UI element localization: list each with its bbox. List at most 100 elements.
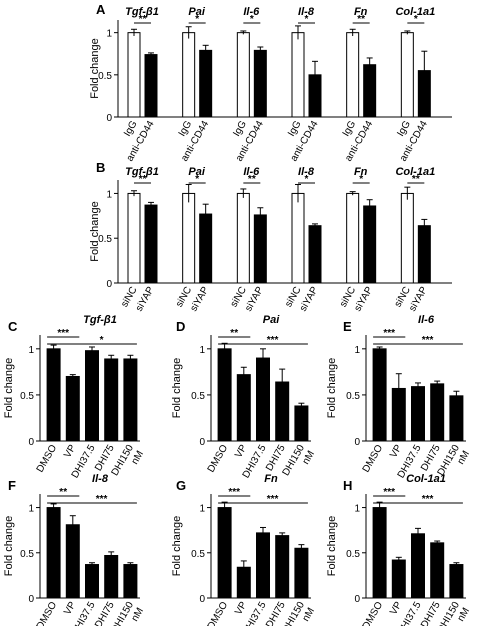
gene-label: Tgf-β1	[125, 166, 159, 178]
gene-label: Il-8	[92, 473, 109, 485]
bar	[449, 564, 464, 599]
x-category-label: siYAP	[134, 285, 157, 314]
bar	[65, 524, 80, 599]
bar	[400, 192, 414, 284]
significance-marker: ***	[383, 328, 395, 339]
bar	[236, 192, 250, 284]
x-category-label: siYAP	[407, 285, 430, 314]
y-tick-label: 0	[28, 594, 34, 605]
gene-label: Fn	[264, 473, 278, 485]
x-category-label: DMSO	[206, 443, 231, 475]
y-tick-label: 1	[354, 345, 360, 356]
bar	[123, 564, 138, 599]
bar	[391, 559, 406, 599]
y-tick-label: 0	[199, 437, 205, 448]
bar	[144, 204, 158, 284]
bar	[363, 64, 377, 118]
gene-label: Fn	[354, 6, 368, 18]
x-category-label: DMSO	[35, 600, 60, 626]
x-category-label: siYAP	[298, 285, 321, 314]
bar	[253, 49, 267, 118]
bar	[199, 213, 213, 284]
panel-letter: A	[96, 2, 106, 17]
y-tick-label: 0.5	[98, 234, 112, 245]
x-category-label: DMSO	[361, 443, 386, 475]
significance-marker: *	[359, 174, 363, 185]
bar	[430, 542, 445, 599]
x-category-label: siYAP	[188, 285, 211, 314]
gene-label: Fn	[354, 166, 368, 178]
x-category-label: VP	[62, 443, 78, 460]
y-tick-label: 0	[354, 437, 360, 448]
significance-marker: ***	[422, 494, 434, 505]
y-tick-label: 0	[28, 437, 34, 448]
panel-letter: B	[96, 160, 105, 175]
x-category-label: DMSO	[206, 600, 231, 626]
x-category-label: VP	[388, 443, 404, 460]
bar	[182, 32, 196, 118]
bar	[104, 554, 119, 599]
x-category-label: VP	[233, 600, 249, 617]
bar	[294, 547, 309, 599]
bar	[449, 395, 464, 442]
significance-marker: *	[305, 14, 309, 25]
bar	[85, 564, 99, 599]
x-category-label: VP	[388, 600, 404, 617]
y-tick-label: 0	[354, 594, 360, 605]
panel-letter: G	[176, 478, 186, 493]
significance-marker: **	[248, 174, 256, 185]
gene-label: Il-8	[298, 6, 315, 18]
x-category-label: VP	[233, 443, 249, 460]
bar	[291, 192, 305, 284]
significance-marker: ***	[228, 487, 240, 498]
bar	[217, 348, 232, 442]
bar	[417, 225, 431, 284]
y-tick-label: 1	[106, 29, 112, 40]
gene-label: Il-6	[243, 166, 260, 178]
y-axis-label: Fold change	[89, 201, 101, 262]
significance-marker: *	[250, 14, 254, 25]
x-category-label: DMSO	[361, 600, 386, 626]
y-tick-label: 1	[354, 504, 360, 515]
bar	[236, 32, 250, 118]
bar	[430, 383, 445, 442]
gene-label: Col-1a1	[395, 166, 435, 178]
y-axis-label: Fold change	[3, 358, 15, 419]
y-axis-label: Fold change	[326, 516, 338, 577]
y-axis-label: Fold change	[171, 516, 183, 577]
significance-marker: **	[412, 174, 420, 185]
gene-label: Col-1a1	[406, 473, 446, 485]
significance-marker: ***	[267, 335, 279, 346]
y-tick-label: 0.5	[20, 549, 34, 560]
gene-label: Tgf-β1	[125, 6, 159, 18]
significance-marker: ***	[57, 328, 69, 339]
significance-marker: *	[305, 174, 309, 185]
significance-marker: **	[230, 328, 238, 339]
y-tick-label: 0.5	[98, 71, 112, 82]
y-tick-label: 1	[199, 345, 205, 356]
significance-marker: *	[100, 335, 104, 346]
bar	[346, 192, 360, 284]
y-tick-label: 0	[199, 594, 205, 605]
bar	[253, 214, 267, 284]
y-tick-label: 0.5	[346, 391, 360, 402]
significance-marker: *	[414, 14, 418, 25]
bar	[85, 350, 99, 442]
significance-marker: ***	[267, 494, 279, 505]
y-axis-label: Fold change	[89, 38, 101, 99]
panel-letter: C	[8, 319, 18, 334]
bar	[104, 358, 119, 442]
bar	[275, 535, 290, 599]
gene-label: Il-6	[418, 314, 435, 326]
x-category-label: DMSO	[35, 443, 60, 475]
significance-marker: ***	[422, 335, 434, 346]
bar	[294, 405, 309, 442]
bar	[182, 192, 196, 284]
bar	[256, 357, 270, 442]
y-tick-label: 0	[106, 113, 112, 124]
y-axis-label: Fold change	[171, 358, 183, 419]
bar	[372, 507, 387, 599]
x-category-label: VP	[62, 600, 78, 617]
gene-label: Il-6	[243, 6, 260, 18]
